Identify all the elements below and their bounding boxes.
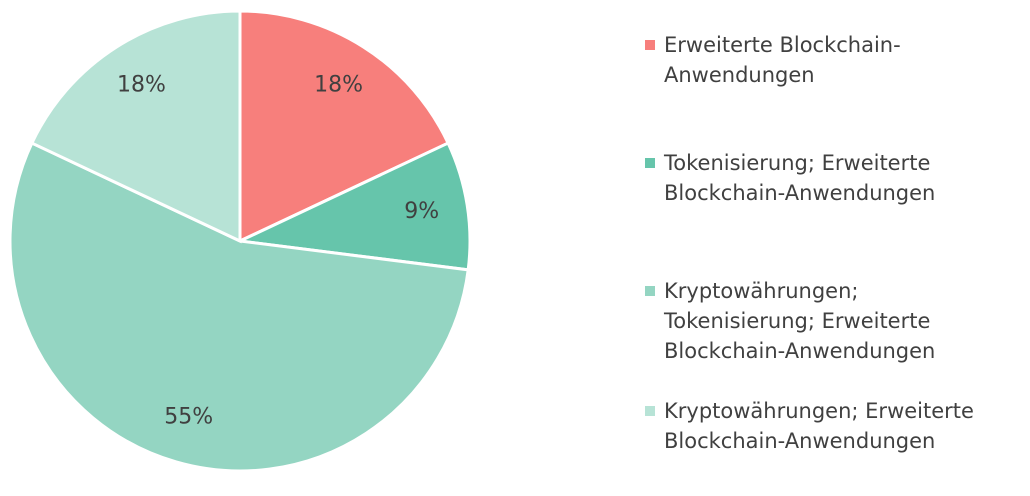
- legend-swatch: [645, 286, 655, 296]
- legend-item: Tokenisierung; Erweiterte Blockchain-Anw…: [645, 148, 1005, 208]
- data-label: 18%: [314, 73, 363, 98]
- legend-label: Erweiterte Blockchain-Anwendungen: [664, 33, 901, 87]
- data-label: 18%: [117, 73, 166, 98]
- legend-swatch: [645, 40, 655, 50]
- legend-label: Kryptowährungen; Tokenisierung; Erweiter…: [664, 279, 936, 363]
- data-label: 9%: [404, 199, 439, 224]
- chart: 18% 9% 55% 18%: [8, 9, 472, 473]
- legend-label: Kryptowährungen; Erweiterte Blockchain-A…: [664, 399, 974, 453]
- pie-slice: [29, 9, 242, 244]
- pie-slice: [238, 9, 451, 244]
- legend-item: Erweiterte Blockchain-Anwendungen: [645, 30, 1005, 90]
- legend-item: Kryptowährungen; Erweiterte Blockchain-A…: [645, 396, 1005, 456]
- legend-swatch: [645, 158, 655, 168]
- data-label: 55%: [164, 405, 213, 430]
- legend-label: Tokenisierung; Erweiterte Blockchain-Anw…: [664, 151, 936, 205]
- pie-slice: [234, 141, 472, 272]
- legend-item: Kryptowährungen; Tokenisierung; Erweiter…: [645, 276, 1005, 366]
- legend-swatch: [645, 406, 655, 416]
- pie-slice: [8, 141, 470, 473]
